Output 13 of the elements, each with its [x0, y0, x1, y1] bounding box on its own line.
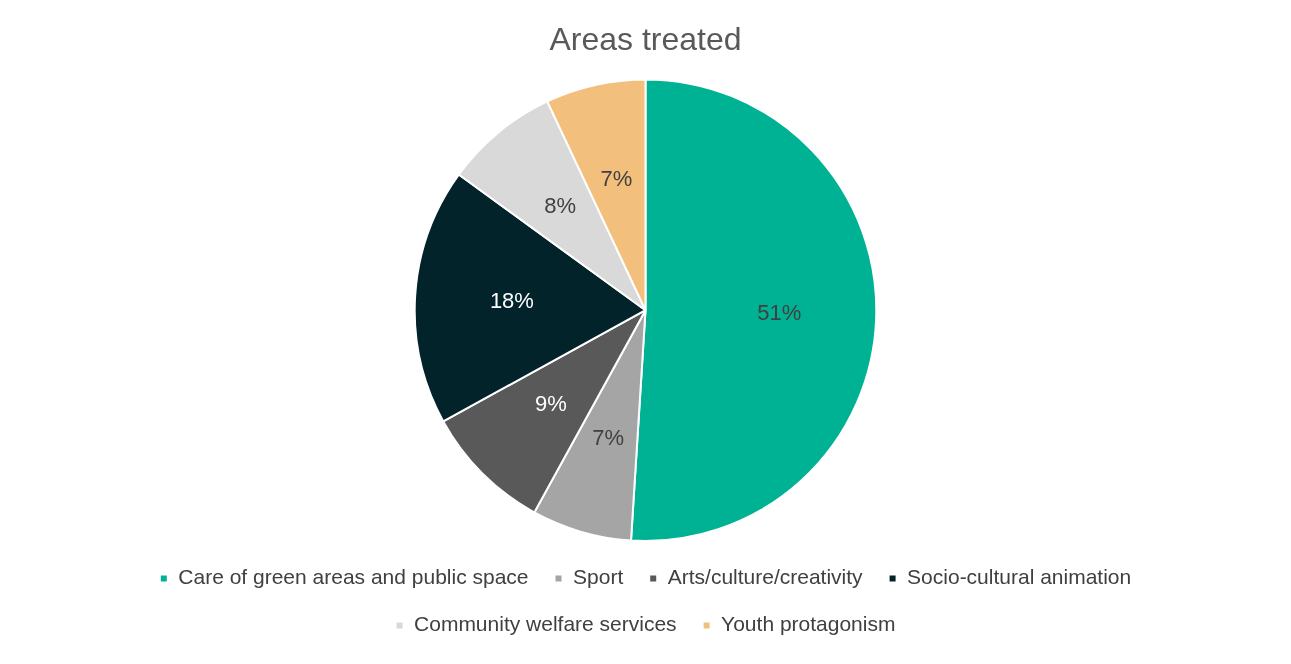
- legend-label: Arts/culture/creativity: [667, 565, 864, 589]
- data-label: 51%: [757, 300, 802, 326]
- legend-label: Care of green areas and public space: [178, 565, 529, 589]
- legend-label: Youth protagonism: [721, 612, 896, 636]
- chart-title: Areas treated: [549, 21, 742, 58]
- data-label: 18%: [489, 287, 534, 313]
- data-label: 9%: [534, 390, 567, 416]
- legend-label: Community welfare services: [414, 612, 677, 636]
- data-label: 7%: [600, 165, 633, 191]
- data-label: 7%: [592, 424, 625, 450]
- legend-label: Sport: [573, 565, 624, 589]
- data-label: 8%: [544, 193, 577, 219]
- legend-label: Socio-cultural animation: [907, 565, 1132, 589]
